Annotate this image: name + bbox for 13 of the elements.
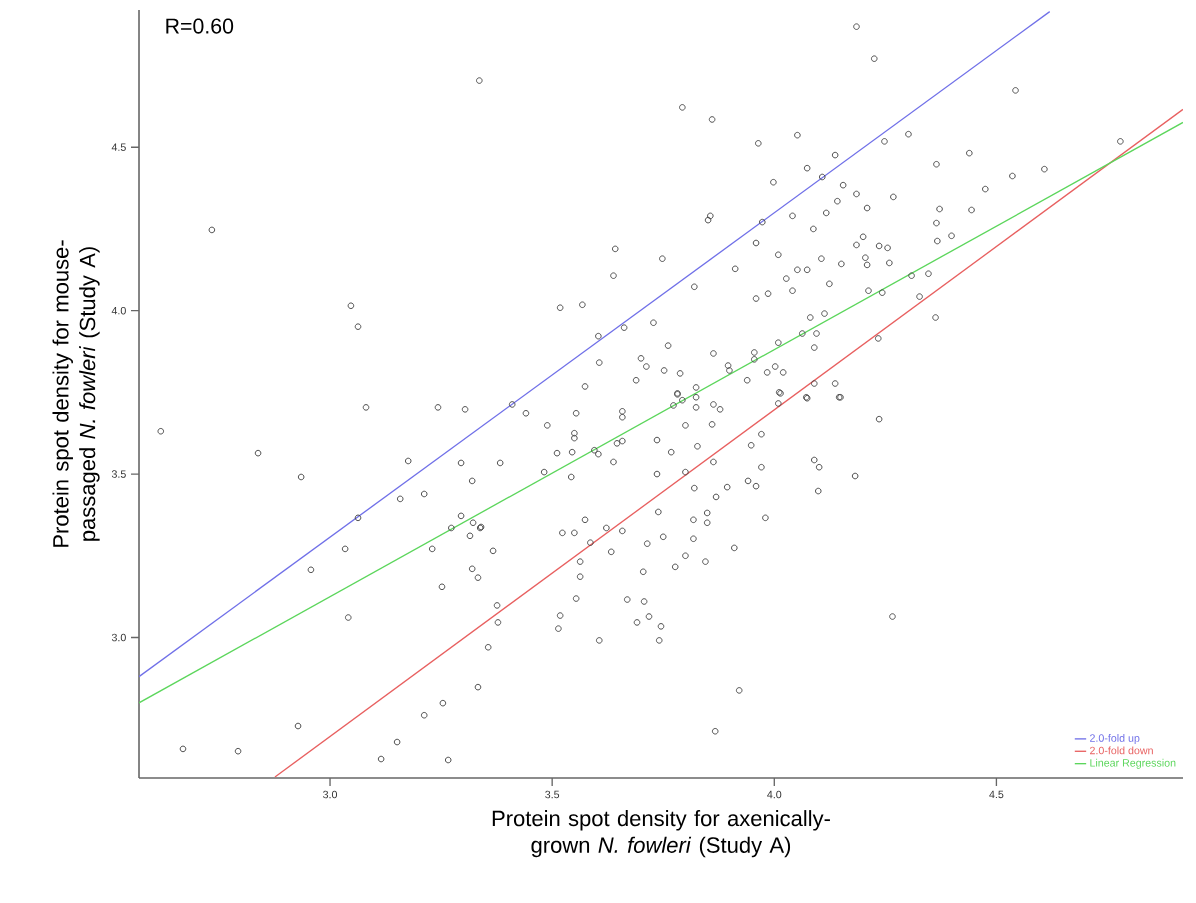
x-tick-label: 3.0 <box>323 790 338 799</box>
y-tick-label: 4.5 <box>111 143 126 151</box>
y-tick-label: 3.5 <box>111 470 126 478</box>
legend-label: 2.0-fold down <box>1090 746 1153 755</box>
legend-label: 2.0-fold up <box>1090 734 1140 744</box>
y-tick-label: 3.0 <box>111 633 126 642</box>
x-tick-label: 3.5 <box>545 790 560 799</box>
x-tick-label: 4.5 <box>989 790 1004 799</box>
legend-label: Linear Regression <box>1090 758 1176 769</box>
x-axis-title: Protein spot density for axenically-grown N. fowleri (Study A) <box>492 810 830 858</box>
x-tick-label: 4.0 <box>767 790 782 799</box>
annotation: R=0.60 <box>166 18 234 34</box>
y-tick-label: 4.0 <box>111 306 126 315</box>
